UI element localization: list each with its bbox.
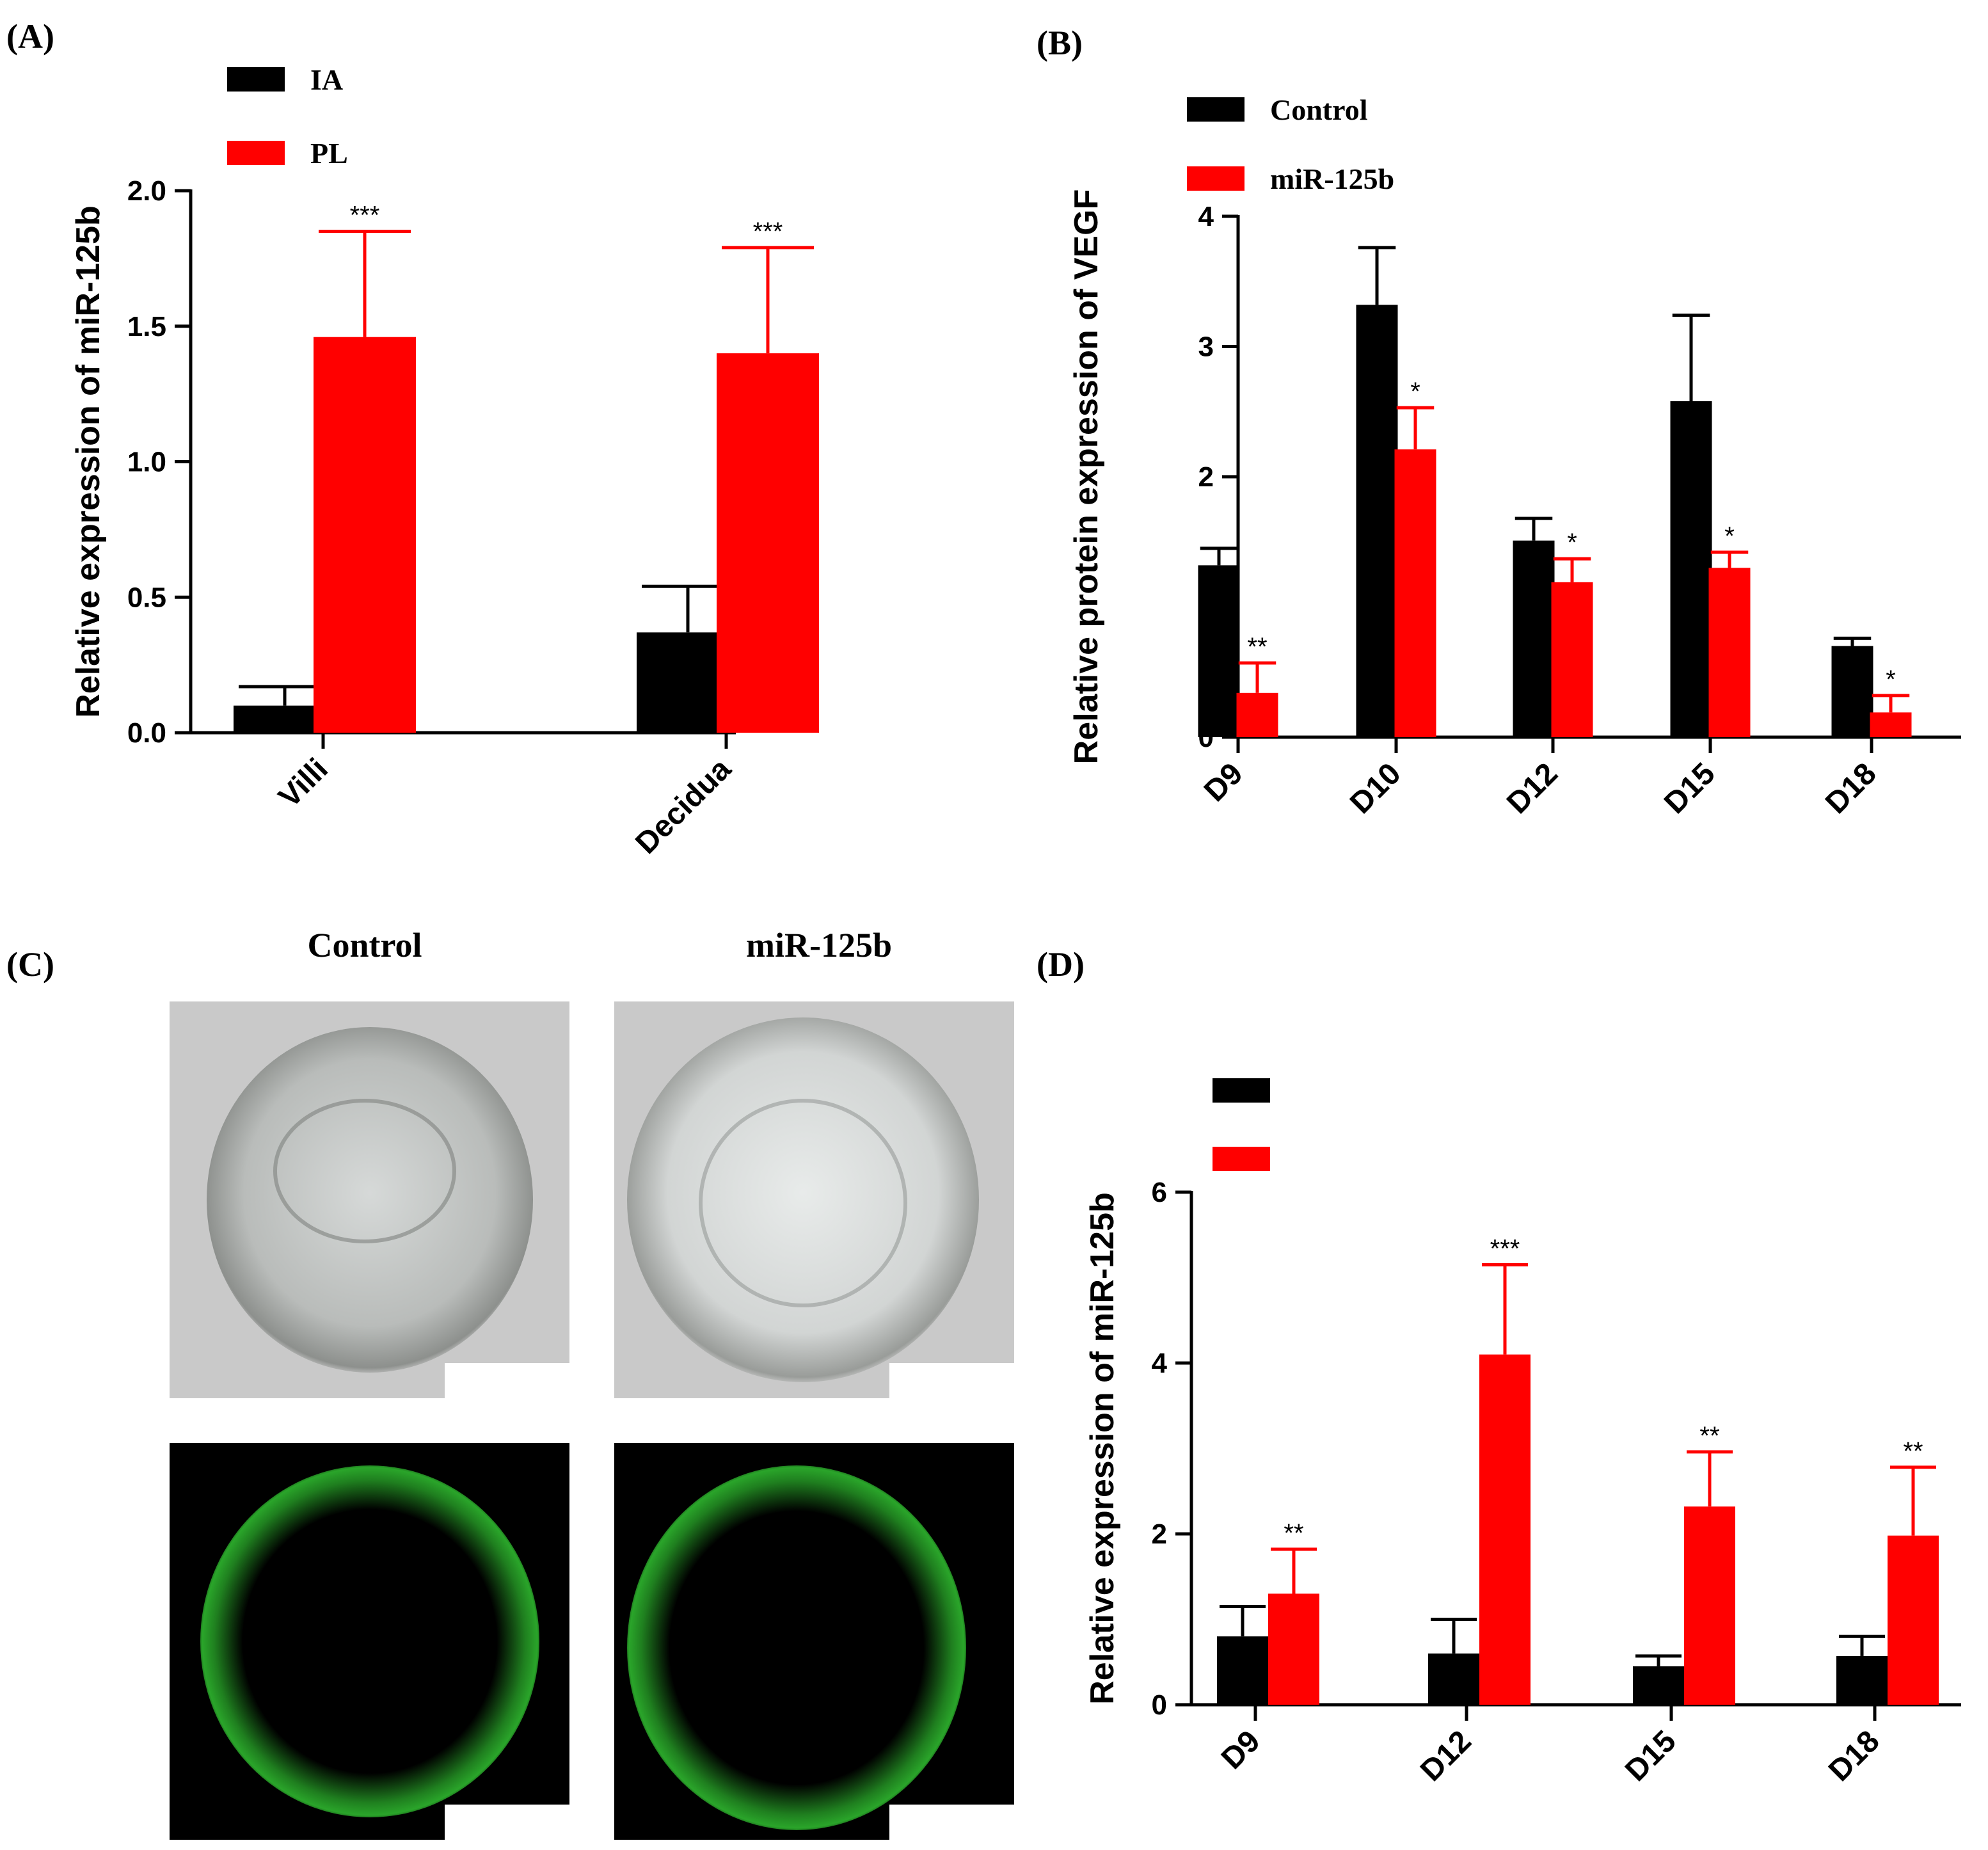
- bar: [1684, 1506, 1735, 1705]
- chart-b: 01234Relative protein expression of VEGF…: [1068, 93, 1961, 820]
- legend-label: Control: [1270, 93, 1368, 126]
- significance-label: *: [1886, 666, 1896, 694]
- chart-a: 0.0 0.5 1.0 1.5 2.0 Relative expression of mi…: [70, 63, 819, 861]
- bar: [1888, 1535, 1939, 1705]
- bar: [1479, 1354, 1531, 1705]
- legend-swatch: [1213, 1078, 1270, 1103]
- panel-b-letter: (B): [1037, 24, 1083, 62]
- control-fluorescence-scale-bar: [445, 1805, 569, 1840]
- bar: [1708, 568, 1751, 737]
- bar: [1356, 305, 1398, 737]
- significance-label: ***: [350, 202, 380, 230]
- legend-swatch: [227, 67, 285, 92]
- x-tick-label: D9: [1198, 756, 1250, 808]
- y-tick-label: 0.0: [127, 717, 166, 749]
- y-axis-title: Relative protein expression of VEGF: [1068, 189, 1105, 765]
- bar: [1870, 712, 1912, 737]
- bar: [1217, 1636, 1268, 1705]
- x-tick-label: Villi: [273, 752, 335, 814]
- x-tick-label: D15: [1658, 756, 1722, 820]
- bar: [1268, 1593, 1319, 1705]
- control-embryo-fluorescence: [200, 1465, 539, 1817]
- bar: [1633, 1666, 1684, 1705]
- y-tick-label: 4: [1152, 1348, 1168, 1379]
- y-tick-label: 0.5: [127, 582, 166, 613]
- significance-label: *: [1724, 522, 1735, 550]
- y-tick-label: 3: [1198, 331, 1214, 363]
- control-embryo-inner: [273, 1099, 456, 1243]
- mir125b-embryo-fluorescence: [627, 1465, 966, 1830]
- x-tick-label: D12: [1500, 756, 1564, 820]
- significance-label: **: [1247, 633, 1267, 661]
- x-tick-label: D15: [1619, 1724, 1683, 1788]
- panel-c-letter: (C): [6, 945, 54, 984]
- significance-label: **: [1284, 1519, 1303, 1547]
- control-brightfield-scale-bar: [445, 1363, 569, 1398]
- mir125b-brightfield-scale-bar: [889, 1363, 1014, 1398]
- legend-swatch: [1187, 97, 1244, 122]
- bar: [717, 353, 819, 733]
- y-tick-label: 0: [1152, 1689, 1167, 1721]
- y-tick-label: 6: [1152, 1177, 1167, 1208]
- x-tick-label: D10: [1344, 756, 1408, 820]
- significance-label: **: [1699, 1422, 1719, 1450]
- mir125b-fluorescence-scale-bar: [889, 1805, 1014, 1840]
- bar: [1198, 565, 1240, 737]
- significance-label: ***: [1490, 1234, 1520, 1263]
- bar: [1836, 1655, 1888, 1705]
- y-tick-label: 4: [1198, 201, 1214, 232]
- y-tick-label: 2: [1198, 461, 1214, 493]
- y-tick-label: 1.5: [127, 311, 166, 342]
- mir125b-embryo-brightfield: [627, 1017, 979, 1382]
- significance-label: *: [1567, 529, 1577, 557]
- x-tick-label: D18: [1819, 756, 1883, 820]
- bar: [1831, 646, 1873, 737]
- bar: [1394, 449, 1436, 737]
- chart-d: 0 2 4 6 Relative expression of miR-125b D9 ** D…: [1084, 1078, 1961, 1788]
- significance-label: *: [1410, 378, 1420, 406]
- bar: [1551, 582, 1593, 737]
- y-axis-title: Relative expression of miR-125b: [70, 205, 107, 718]
- significance-label: **: [1903, 1437, 1923, 1465]
- legend-swatch: [1213, 1147, 1270, 1171]
- legend-label: PL: [310, 137, 348, 170]
- photo-col-title-mir125b: miR-125b: [746, 926, 892, 964]
- panel-c-micrographs: Control miR-125b: [170, 926, 1014, 1840]
- legend-swatch: [1187, 166, 1244, 191]
- panel-a-letter: (A): [6, 17, 54, 56]
- bar: [1428, 1653, 1479, 1705]
- mir125b-embryo-inner: [699, 1099, 907, 1307]
- y-tick-label: 2.0: [127, 175, 166, 207]
- x-tick-label: D12: [1414, 1724, 1478, 1788]
- significance-label: ***: [753, 218, 783, 246]
- y-tick-label: 2: [1152, 1519, 1167, 1550]
- legend-label: miR-125b: [1270, 163, 1394, 195]
- panel-d-letter: (D): [1037, 945, 1085, 984]
- bar: [1513, 540, 1555, 737]
- bar: [1236, 692, 1278, 737]
- x-tick-label: Decidua: [629, 752, 738, 861]
- bar: [1670, 401, 1712, 737]
- legend-swatch: [227, 141, 285, 165]
- x-tick-label: D18: [1822, 1724, 1886, 1788]
- y-axis-title: Relative expression of miR-125b: [1084, 1192, 1121, 1705]
- photo-col-title-control: Control: [307, 926, 422, 964]
- bar: [314, 337, 416, 733]
- x-tick-label: D9: [1215, 1724, 1267, 1776]
- control-embryo-brightfield: [207, 1027, 533, 1373]
- y-tick-label: 1.0: [127, 447, 166, 478]
- legend-label: IA: [310, 63, 343, 96]
